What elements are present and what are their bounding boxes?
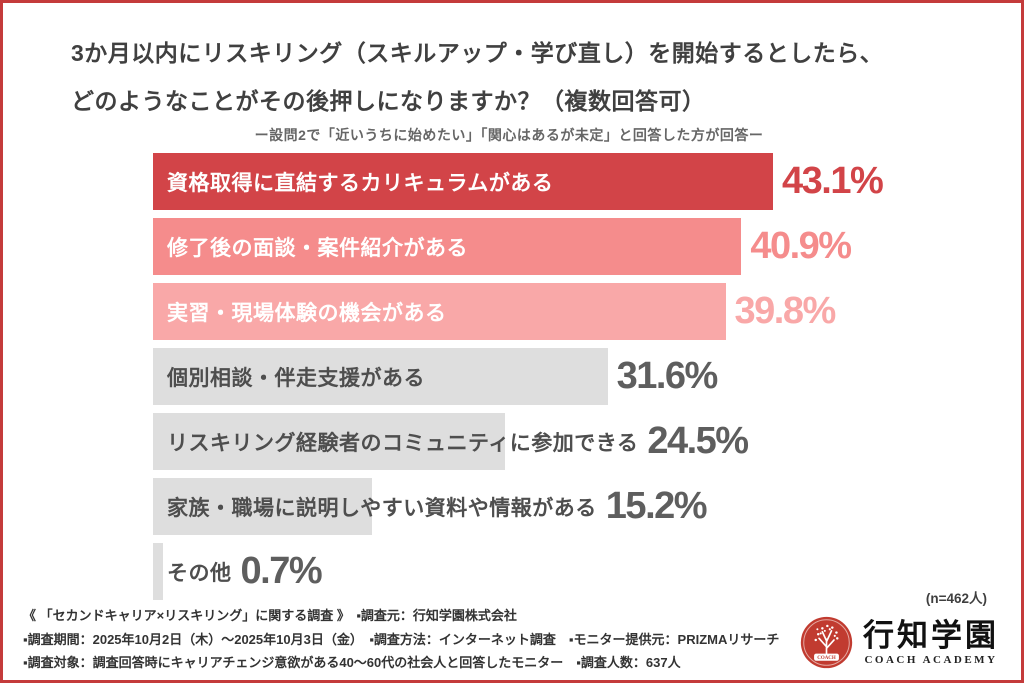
bar [153, 153, 773, 210]
bar-row: リスキリング経験者のコミュニティに参加できる 24.5% [153, 413, 1013, 470]
bar-row: 個別相談・伴走支援がある 31.6% [153, 348, 1013, 405]
bar-label: 実習・現場体験の機会がある [167, 301, 447, 325]
bar-label: 個別相談・伴走支援がある [167, 366, 425, 390]
bar-value: 40.9% [750, 225, 852, 267]
logo-name-en: COACH ACADEMY [864, 654, 998, 666]
bar-value: 31.6% [616, 355, 719, 397]
bar [153, 283, 726, 340]
bar [153, 543, 164, 600]
chart-subtitle: ー設問2で「近いうちに始めたい」「関心はあるが未定」と回答した方が回答ー [254, 127, 764, 143]
bar-value: 24.5% [647, 420, 749, 462]
bar-row: 資格取得に直結するカリキュラムがある 43.1% [153, 153, 1013, 210]
bar-row: 修了後の面談・案件紹介がある 40.9% [153, 218, 1013, 275]
bar-chart: 資格取得に直結するカリキュラムがある 43.1% 修了後の面談・案件紹介がある … [153, 153, 1013, 608]
logo-badge-text: COACH [817, 656, 836, 661]
logo-text: 行知学園 COACH ACADEMY [863, 619, 999, 666]
coach-academy-logo: COACH 行知学園 COACH ACADEMY [800, 616, 999, 669]
bar-value: 0.7% [240, 550, 323, 592]
bar-label: その他 [167, 561, 232, 585]
bar-label: リスキリング経験者のコミュニティに参加できる [167, 431, 639, 455]
page-title-line1: 3か月以内にリスキリング（スキルアップ・学び直し）を開始するとしたら、 [71, 40, 884, 66]
logo-name-jp: 行知学園 [863, 618, 999, 653]
bar-row: 家族・職場に説明しやすい資料や情報がある 15.2% [153, 478, 1013, 535]
survey-meta-line-1: 《 「セカンドキャリア×リスキリング」に関する調査 》 ▪調査元：行知学園株式会… [23, 608, 517, 623]
survey-meta: 《 「セカンドキャリア×リスキリング」に関する調査 》 ▪調査元：行知学園株式会… [23, 604, 779, 675]
bar-value: 15.2% [605, 485, 708, 527]
bar [153, 218, 742, 275]
bar-value: 43.1% [782, 160, 884, 202]
bar-value: 39.8% [734, 290, 837, 332]
bar-label: 家族・職場に説明しやすい資料や情報がある [167, 496, 597, 520]
page-title-line2: どのようなことがその後押しになりますか？（複数回答可） [71, 88, 706, 114]
bar [153, 413, 506, 470]
bar-label: 資格取得に直結するカリキュラムがある [167, 171, 554, 195]
page-title: 3か月以内にリスキリング（スキルアップ・学び直し）を開始するとしたら、 どのよう… [71, 29, 883, 125]
bar [153, 348, 608, 405]
sample-size-label: (n=462人) [925, 591, 987, 606]
bar-label: 修了後の面談・案件紹介がある [167, 236, 468, 260]
bar-row: 実習・現場体験の機会がある 39.8% [153, 283, 1013, 340]
bar [153, 478, 372, 535]
bar-row: その他 0.7% [153, 543, 1013, 600]
survey-meta-line-3: ▪調査対象：調査回答時にキャリアチェンジ意欲がある40〜60代の社会人と回答した… [23, 655, 681, 670]
logo-tree-icon: COACH [800, 616, 853, 669]
survey-meta-line-2: ▪調査期間：2025年10月2日（木）〜2025年10月3日（金） ▪調査方法：… [23, 631, 780, 647]
